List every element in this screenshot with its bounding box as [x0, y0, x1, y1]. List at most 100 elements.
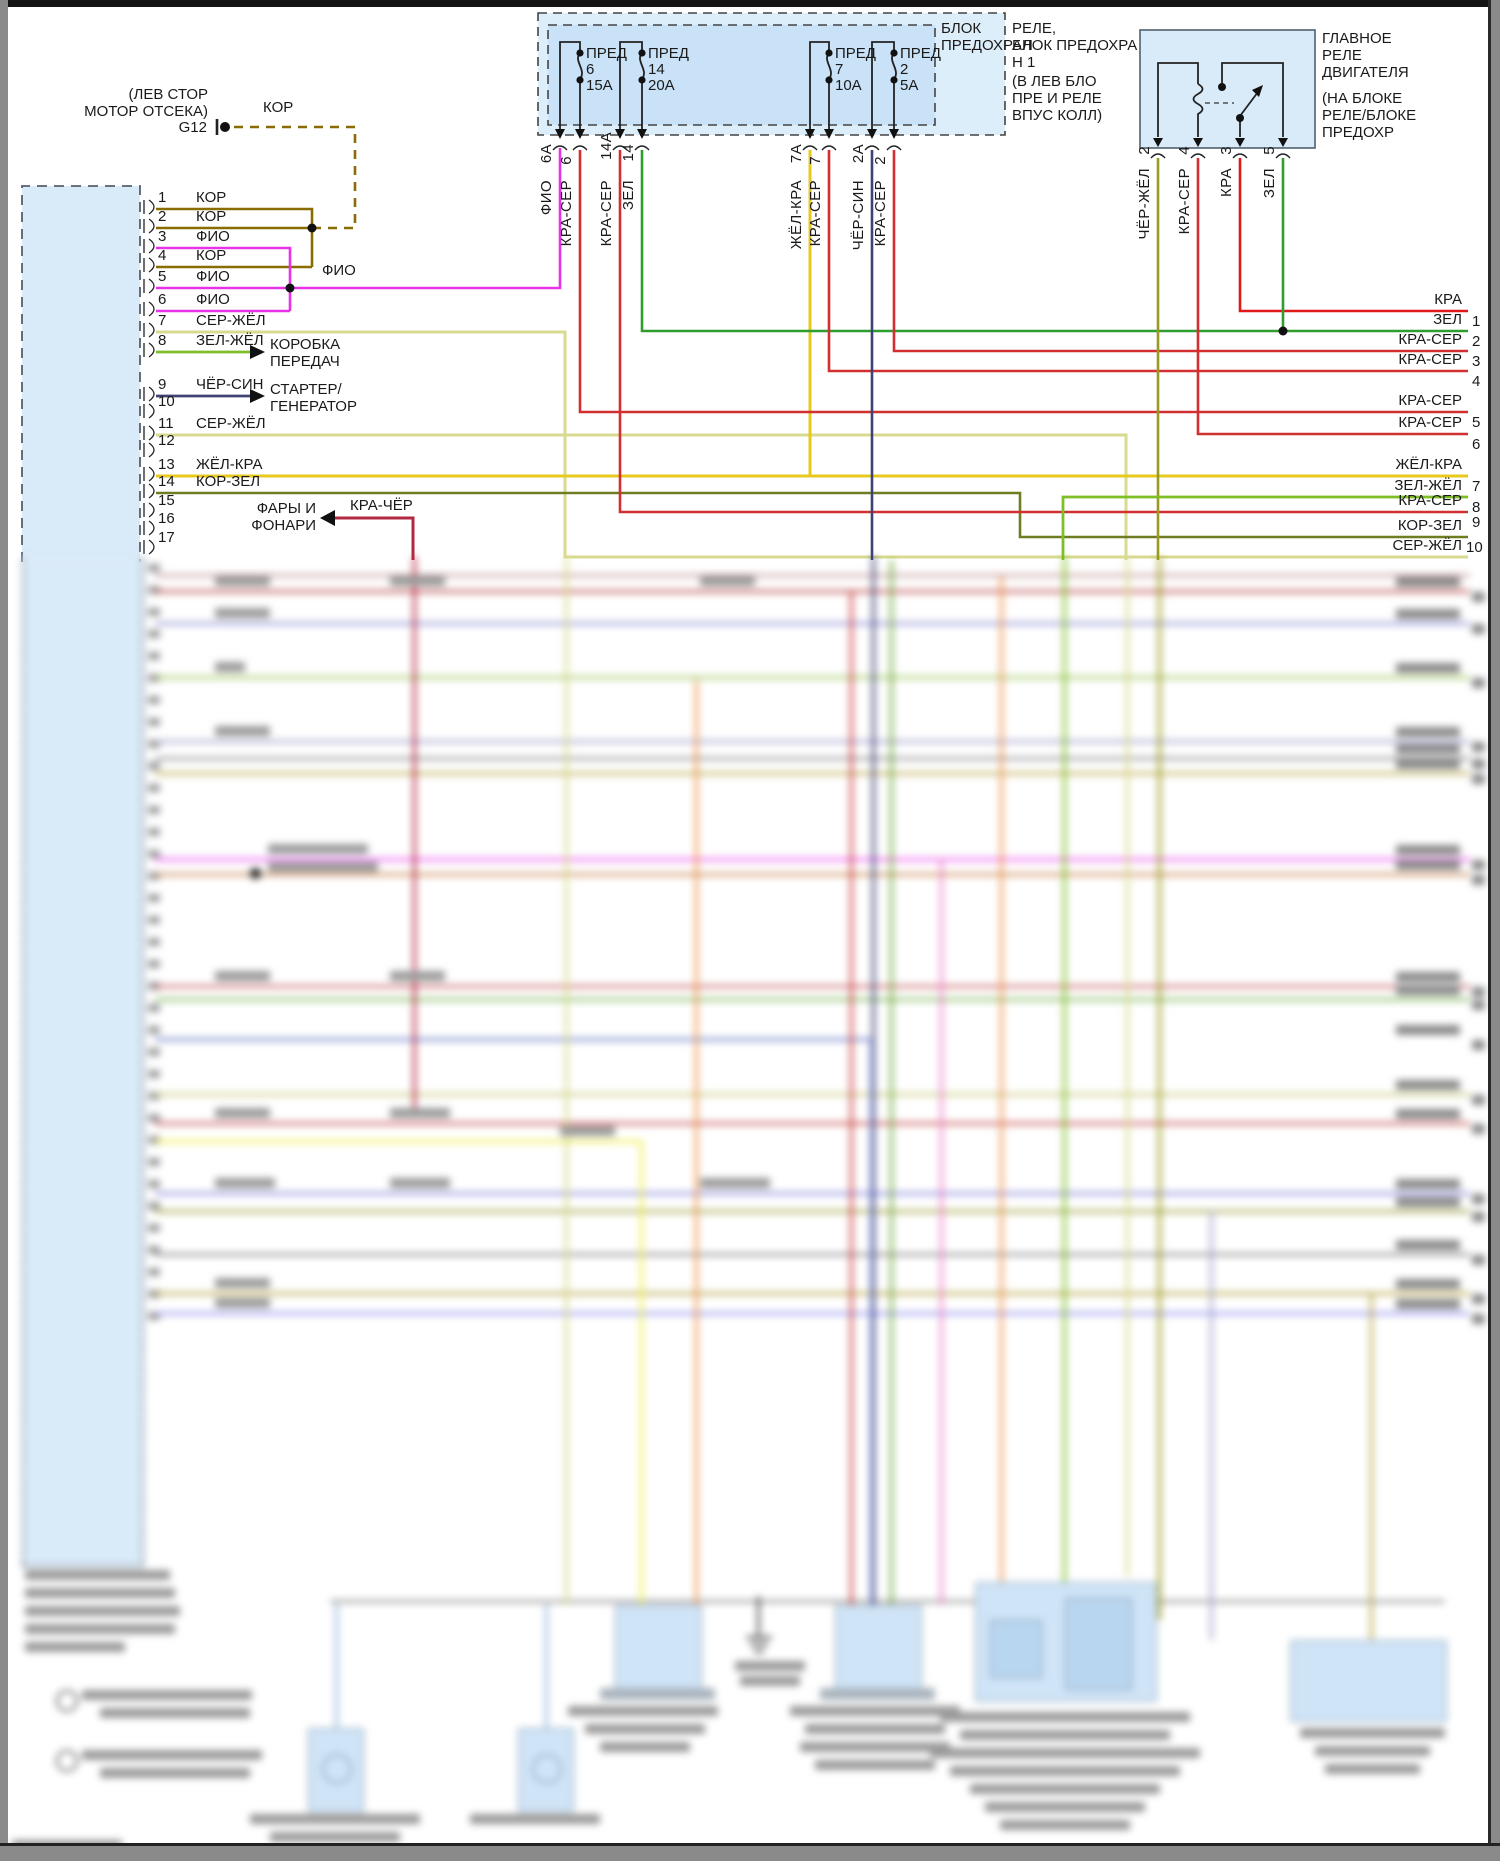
- blur-smudge: [470, 1814, 600, 1824]
- blur-pin-stub: [148, 1180, 160, 1188]
- rail-10-label: КОР-ЗЕЛ: [1397, 517, 1462, 534]
- blur-component-box: [518, 1728, 574, 1812]
- pin-17-number: 17: [158, 529, 175, 546]
- blur-wire: [155, 1292, 1470, 1295]
- fuse-pin-6: 6: [558, 156, 575, 165]
- blur-smudge: [1472, 1314, 1485, 1324]
- blur-wire: [155, 772, 1470, 775]
- relay-wire-kra-ser: КРА-СЕР: [1176, 168, 1193, 235]
- rail-1-number: 1: [1472, 313, 1481, 330]
- fuse-1-number: 6: [586, 61, 595, 78]
- blur-pin-stub: [148, 1290, 160, 1298]
- pin-8-wire: ЗЕЛ-ЖЁЛ: [196, 332, 264, 349]
- fusebox-outer-label-2: БЛОК ПРЕДОХРА: [1012, 37, 1138, 54]
- blur-pin-stub: [148, 872, 160, 880]
- blur-smudge: [985, 1802, 1145, 1812]
- blur-smudge: [1396, 1080, 1460, 1090]
- fuse-1-amps: 15A: [586, 77, 613, 94]
- ground-location-line2: МОТОР ОТСЕКА): [84, 103, 208, 120]
- fuse-pin-7: 7: [807, 156, 824, 165]
- blur-smudge: [1396, 1025, 1460, 1035]
- blur-wire: [155, 858, 1470, 861]
- blur-pin-stub: [148, 740, 160, 748]
- blur-junction-dot: [250, 868, 261, 879]
- blur-pin-stub: [148, 960, 160, 968]
- blur-pin-stub: [148, 1136, 160, 1144]
- pin-16-number: 16: [158, 510, 175, 527]
- blur-smudge: [735, 1661, 805, 1671]
- blur-smudge: [790, 1706, 960, 1716]
- blur-smudge: [1396, 1240, 1460, 1250]
- ground-id: G12: [178, 119, 207, 136]
- blur-smudge: [1396, 1109, 1460, 1119]
- blur-pin-stub: [148, 938, 160, 946]
- blur-smudge: [1472, 1255, 1485, 1265]
- blur-wire: [850, 590, 853, 1605]
- blur-wire: [155, 1253, 1470, 1256]
- blur-wire: [155, 1093, 1470, 1096]
- pin-8-number: 8: [158, 332, 167, 349]
- blur-wire: [872, 556, 875, 1605]
- blur-ground: [757, 1596, 760, 1636]
- pin-11-wire: СЕР-ЖЁЛ: [196, 415, 266, 432]
- fuse-box-graphic: [537, 12, 1006, 151]
- blur-smudge: [1396, 744, 1460, 754]
- blur-smudge: [1472, 592, 1485, 602]
- blur-pin-stub: [148, 1224, 160, 1232]
- fuse-pin-7a: 7A: [788, 144, 805, 164]
- fuse-4-name: ПРЕД: [900, 45, 941, 62]
- fuse-wire-kra-ser-3: КРА-СЕР: [807, 180, 824, 247]
- blur-pin-stub: [148, 1114, 160, 1122]
- gearbox-label-line1: КОРОБКА: [270, 336, 341, 353]
- blur-smudge: [1396, 972, 1460, 982]
- blur-ground: [746, 1636, 772, 1639]
- blur-smudge: [25, 1606, 180, 1616]
- blur-wire: [870, 1038, 873, 1605]
- blur-smudge: [1396, 1197, 1460, 1207]
- rail-5-number: 5: [1472, 414, 1481, 431]
- blur-pin-stub: [148, 1268, 160, 1276]
- blur-wire: [155, 757, 1470, 760]
- blur-component-box: [1290, 1640, 1447, 1722]
- page-border-left: [0, 0, 8, 1861]
- blur-smudge: [25, 1642, 125, 1652]
- blur-smudge: [215, 1278, 270, 1288]
- ground-wire-label: КОР: [263, 99, 294, 116]
- blur-smudge: [390, 971, 445, 981]
- relay-subtitle-3: ПРЕДОХР: [1322, 124, 1394, 141]
- blur-smudge: [1472, 1124, 1485, 1134]
- blur-pin-stub: [148, 1004, 160, 1012]
- blur-smudge: [268, 844, 368, 854]
- pin-9-number: 9: [158, 376, 167, 393]
- blur-wire: [1210, 1210, 1213, 1640]
- main-engine-relay-graphic: [1139, 29, 1316, 159]
- left-connector-graphic: [21, 185, 155, 562]
- fuse-pin-14a: 14A: [598, 132, 615, 160]
- fuse-pin-6a: 6A: [538, 144, 555, 164]
- pin-5-number: 5: [158, 268, 167, 285]
- pin-7-number: 7: [158, 312, 167, 329]
- blur-smudge: [1472, 678, 1485, 688]
- blur-component-circle: [532, 1754, 562, 1784]
- rail-2-number: 2: [1472, 333, 1481, 350]
- blur-smudge: [82, 1750, 262, 1760]
- blur-component-box: [615, 1605, 702, 1690]
- blur-smudge: [215, 1108, 270, 1118]
- fuse-3-number: 7: [835, 61, 844, 78]
- blur-smudge: [1472, 759, 1485, 769]
- blur-smudge: [1472, 1212, 1485, 1222]
- rail-9-label: КРА-СЕР: [1398, 492, 1462, 509]
- relay-wire-kra: КРА: [1218, 168, 1235, 197]
- blur-smudge: [970, 1784, 1160, 1794]
- blur-smudge: [1396, 727, 1460, 737]
- blur-ground: [750, 1643, 768, 1646]
- fuse-pin-2a: 2A: [850, 144, 867, 164]
- fuse-3-amps: 10A: [835, 77, 862, 94]
- blur-smudge: [1472, 875, 1485, 885]
- rail-2-label: ЗЕЛ: [1433, 311, 1462, 328]
- blur-smudge: [215, 726, 270, 736]
- rail-8-label: ЗЕЛ-ЖЁЛ: [1394, 477, 1462, 494]
- blur-smudge: [1396, 663, 1460, 673]
- blur-wire: [155, 1312, 1470, 1315]
- blur-smudge: [390, 1178, 450, 1188]
